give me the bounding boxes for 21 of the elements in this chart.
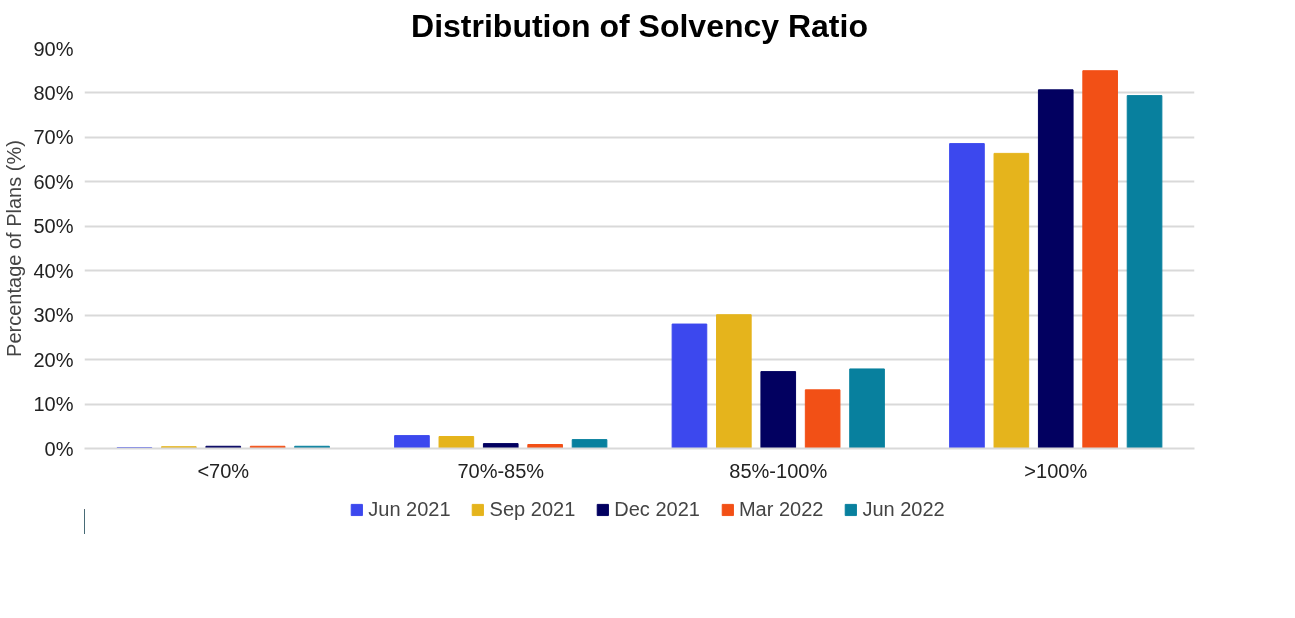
legend-label: Mar 2022	[738, 497, 824, 521]
x-tick-label: <70%	[197, 459, 250, 482]
y-tick-label: 30%	[33, 304, 74, 327]
legend-label: Jun 2022	[862, 497, 945, 521]
x-tick-label: >100%	[1024, 459, 1088, 482]
y-tick-label: 20%	[33, 348, 74, 371]
y-tick-label: 10%	[33, 393, 74, 416]
y-tick-label: 70%	[33, 126, 74, 149]
y-tick-label: 60%	[33, 170, 74, 193]
y-tick-label: 0%	[44, 437, 74, 460]
y-tick-label: 40%	[33, 259, 74, 282]
legend-label: Jun 2021	[368, 497, 451, 521]
x-tick-label: 70%-85%	[457, 459, 545, 482]
y-tick-label: 50%	[33, 215, 74, 238]
y-tick-label: 90%	[33, 37, 74, 60]
chart-title: Distribution of Solvency Ratio	[411, 7, 868, 44]
y-axis-title: Percentage of Plans (%)	[3, 140, 26, 357]
legend-label: Dec 2021	[614, 497, 700, 521]
x-tick-label: 85%-100%	[729, 459, 828, 482]
legend-label: Sep 2021	[489, 497, 576, 521]
y-tick-label: 80%	[33, 81, 74, 104]
